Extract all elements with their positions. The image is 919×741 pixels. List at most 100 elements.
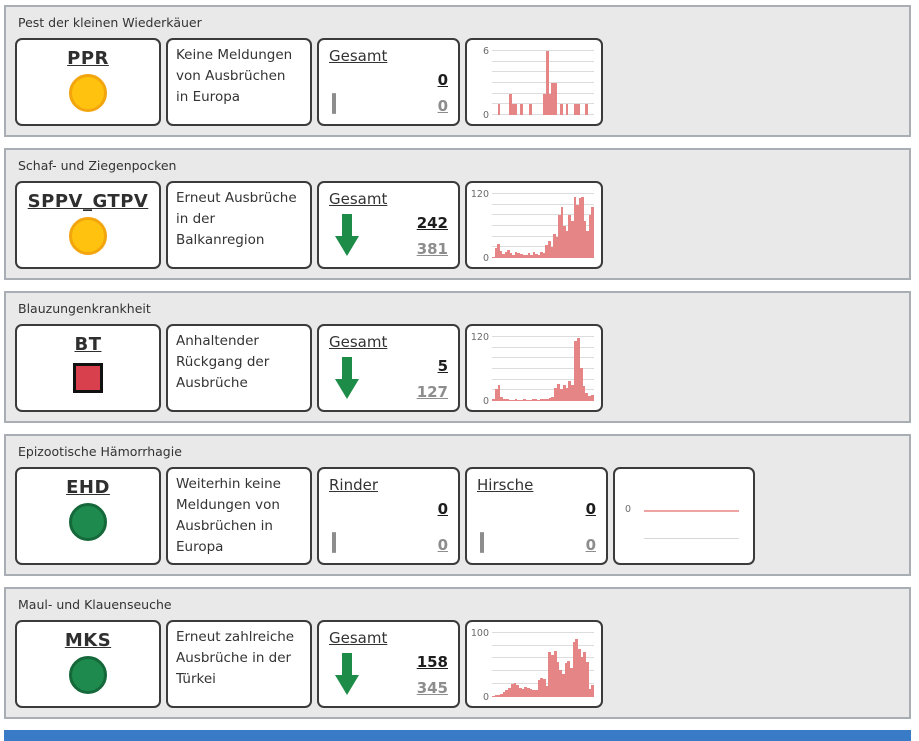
current-value[interactable]: 0 — [437, 500, 448, 518]
chart-bar — [508, 687, 511, 697]
disease-code-card[interactable]: EHD — [15, 467, 161, 565]
gridline — [492, 50, 594, 51]
stat-label-link[interactable]: Gesamt — [329, 47, 388, 65]
previous-value[interactable]: 0 — [437, 97, 448, 115]
current-value[interactable]: 158 — [416, 652, 448, 671]
chart-bar — [527, 253, 531, 258]
current-value[interactable]: 0 — [585, 500, 596, 518]
chart-bar — [548, 651, 552, 697]
chart-bar — [545, 686, 549, 697]
message-card: Erneut zahlreiche Ausbrüche in der Türke… — [166, 619, 312, 708]
chart-bar — [514, 399, 518, 401]
chart-bar — [543, 678, 546, 697]
chart-bar — [540, 251, 543, 258]
stat-label-link[interactable]: Gesamt — [329, 333, 388, 351]
gridline — [492, 193, 594, 194]
chart-bar — [532, 689, 535, 697]
chart-bar — [553, 234, 556, 258]
chart-bar — [583, 651, 587, 697]
stat-card-gesamt: Gesamt 158 345 — [317, 619, 460, 708]
y-axis-zero-label: 0 — [625, 504, 632, 516]
chart-bar — [553, 650, 557, 697]
message-text: Anhaltender Rückgang der Ausbrüche — [176, 333, 270, 391]
y-axis-max-label: 120 — [470, 189, 489, 200]
chart-bar — [492, 256, 495, 258]
disease-code-card[interactable]: PPR — [15, 38, 161, 126]
gridline — [644, 537, 739, 539]
chart-bar — [569, 667, 573, 697]
chart-bar — [521, 689, 525, 697]
disease-code-card[interactable]: SPPV_GTPV — [15, 181, 161, 269]
chart-bar — [502, 691, 506, 697]
previous-value[interactable]: 381 — [416, 240, 448, 258]
chart-bar — [582, 386, 586, 401]
previous-value[interactable]: 0 — [585, 535, 596, 554]
stat-card-hirsche: Hirsche 0 0 — [465, 467, 608, 565]
bar-sparkline: 120 0 — [470, 331, 596, 407]
disease-code-card[interactable]: MKS — [15, 619, 161, 708]
chart-bar — [548, 398, 552, 401]
stat-card-gesamt: Gesamt 242 381 — [317, 181, 460, 269]
disease-code-link[interactable]: MKS — [64, 629, 112, 651]
section-title: Epizootische Hämorrhagie — [18, 444, 182, 459]
chart-bar — [517, 252, 521, 258]
disease-code-link[interactable]: SPPV_GTPV — [27, 191, 149, 212]
section-title: Schaf- und Ziegenpocken — [18, 158, 177, 173]
current-value[interactable]: 242 — [416, 214, 448, 232]
section-panel-sppv-gtpv: Schaf- und Ziegenpocken SPPV_GTPV Erneut… — [4, 148, 911, 280]
chart-bar — [532, 252, 536, 258]
chart-bar — [550, 247, 554, 258]
gridline — [492, 389, 594, 391]
chart-bar — [588, 215, 592, 258]
disease-code-card[interactable]: BT — [15, 324, 161, 412]
gridline — [492, 82, 594, 83]
stat-label-link[interactable]: Gesamt — [329, 190, 388, 208]
chart-bar — [559, 669, 562, 697]
status-circle-icon — [69, 503, 107, 541]
chart-bar — [585, 104, 589, 115]
previous-value[interactable]: 345 — [416, 678, 448, 697]
disease-code-link[interactable]: BT — [74, 334, 102, 355]
stat-card-gesamt: Gesamt 0 0 — [317, 38, 460, 126]
current-value[interactable]: 0 — [437, 71, 448, 89]
current-value[interactable]: 5 — [437, 357, 448, 375]
stat-label-link[interactable]: Rinder — [329, 476, 379, 494]
chart-bar — [529, 689, 533, 697]
previous-value[interactable]: 127 — [416, 383, 448, 401]
chart-bar — [576, 204, 579, 258]
message-card: Keine Meldungen von Ausbrüchen in Europa — [166, 38, 312, 126]
disease-code-link[interactable]: PPR — [67, 48, 109, 69]
chart-bar — [517, 399, 521, 401]
chart-bar — [574, 341, 577, 401]
status-square-icon — [73, 363, 103, 393]
chart-bar — [570, 220, 574, 258]
bar-sparkline: 100 0 — [470, 627, 596, 703]
y-axis-zero-label: 0 — [482, 110, 489, 121]
chart-bar — [525, 399, 529, 401]
chart-bar — [563, 226, 566, 258]
stat-label-link[interactable]: Hirsche — [477, 476, 534, 494]
section-panel-ppr: Pest der kleinen Wiederkäuer PPR Keine M… — [4, 5, 911, 137]
message-text: Weiterhin keine Meldungen von Ausbrüchen… — [176, 476, 281, 555]
chart-bar — [554, 83, 558, 115]
previous-value[interactable]: 0 — [437, 535, 448, 554]
disease-code-link[interactable]: EHD — [66, 477, 110, 498]
chart-bar — [575, 639, 578, 697]
chart-bar — [506, 399, 509, 401]
chart-bar — [561, 674, 565, 697]
zero-data-line — [644, 509, 739, 512]
chart-bar — [576, 104, 580, 115]
stat-card-rinder: Rinder 0 0 — [317, 467, 460, 565]
chart-bar — [522, 255, 526, 258]
y-axis-max-label: 100 — [470, 627, 489, 639]
sparkline-chart: 120 0 — [465, 324, 603, 412]
chart-bar — [537, 680, 541, 697]
section-title: Pest der kleinen Wiederkäuer — [18, 15, 202, 30]
chart-bar — [572, 642, 576, 697]
chart-bar — [508, 93, 512, 115]
gridline — [492, 670, 594, 672]
stat-label-link[interactable]: Gesamt — [329, 628, 388, 647]
chart-bar — [511, 399, 515, 401]
chart-bar — [499, 250, 503, 258]
